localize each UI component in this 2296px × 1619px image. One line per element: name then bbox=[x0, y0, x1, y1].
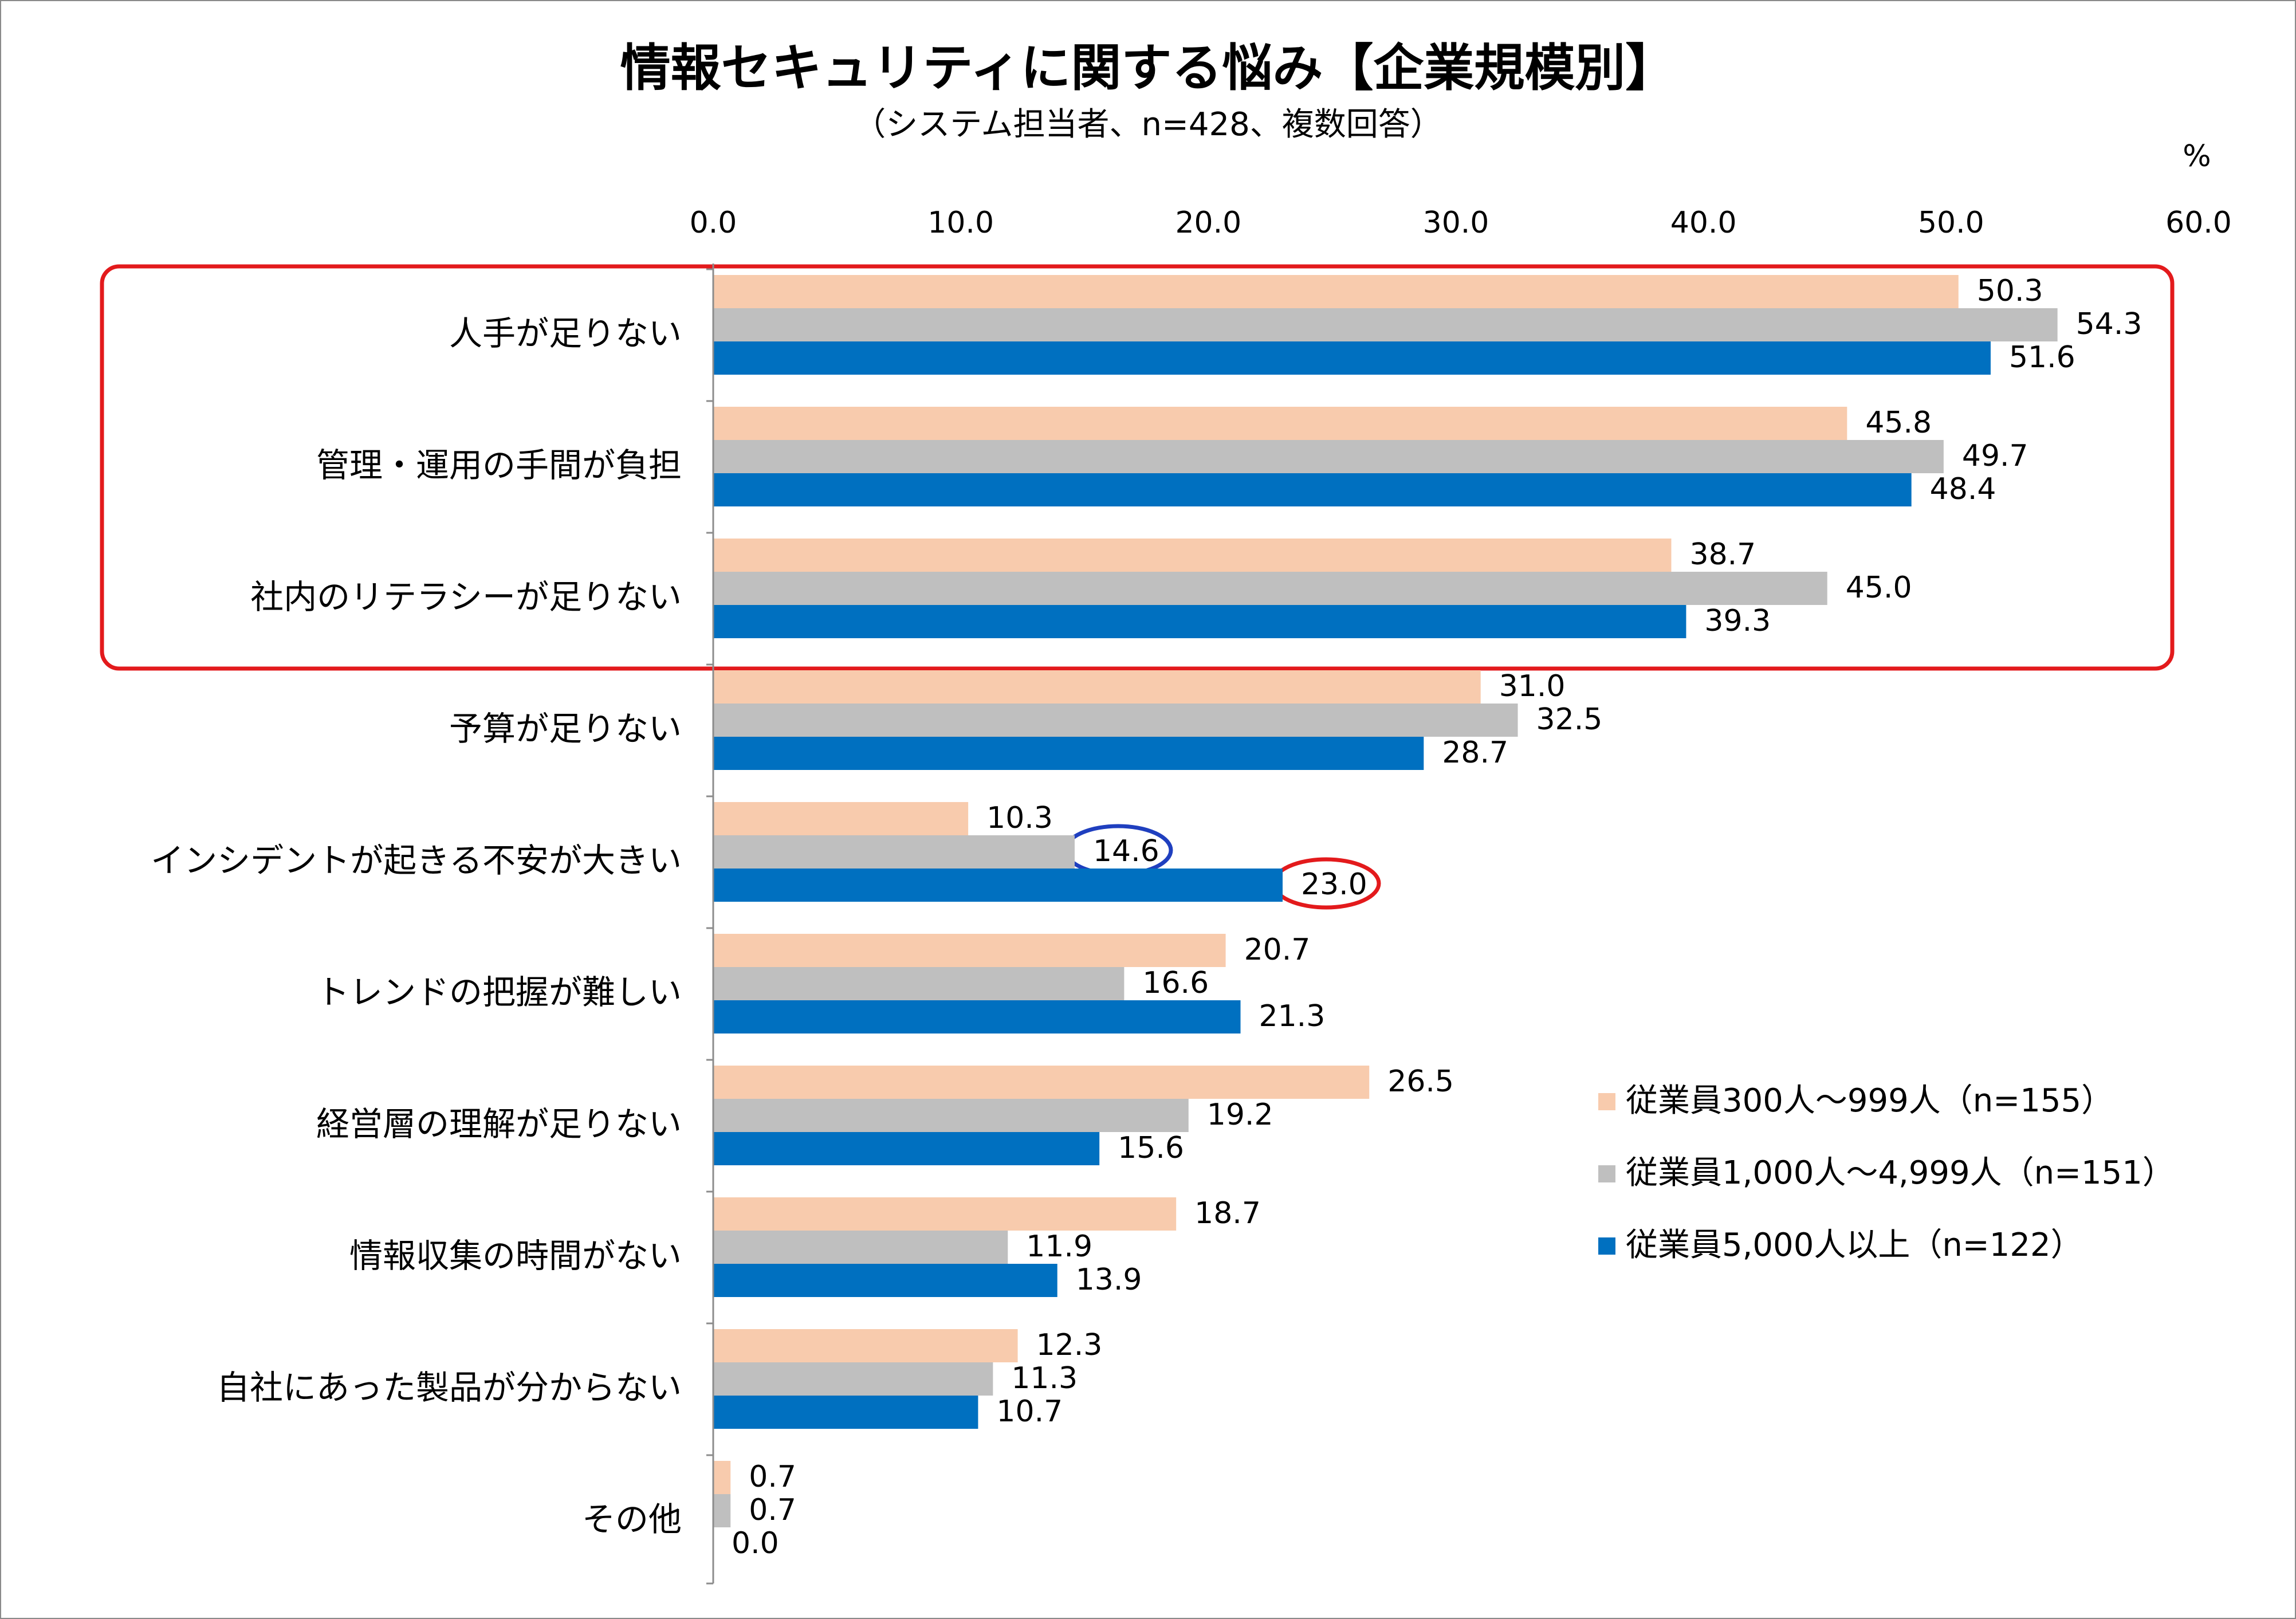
legend-swatch bbox=[1598, 1165, 1615, 1182]
data-label: 32.5 bbox=[1536, 702, 1603, 737]
data-label: 51.6 bbox=[2009, 340, 2075, 375]
x-tick-label: 50.0 bbox=[1918, 206, 1984, 240]
data-label: 14.6 bbox=[1093, 834, 1159, 869]
data-label: 31.0 bbox=[1499, 669, 1566, 704]
data-label: 50.3 bbox=[1977, 274, 2043, 308]
legend-swatch bbox=[1598, 1093, 1615, 1110]
x-tick-label: 0.0 bbox=[690, 206, 737, 240]
bar bbox=[713, 802, 969, 835]
data-label: 45.0 bbox=[1846, 571, 1912, 605]
data-label: 11.3 bbox=[1011, 1361, 1078, 1396]
bar bbox=[713, 1132, 1100, 1165]
x-tick-label: 60.0 bbox=[2165, 206, 2232, 240]
bar bbox=[713, 341, 1991, 375]
category-label: 情報収集の時間がない bbox=[349, 1236, 682, 1275]
bar bbox=[713, 1264, 1057, 1297]
bar bbox=[713, 967, 1125, 1000]
bar bbox=[713, 1362, 993, 1396]
bar bbox=[713, 934, 1226, 967]
bar bbox=[713, 308, 2058, 341]
bar bbox=[713, 1329, 1018, 1362]
bar bbox=[713, 1197, 1177, 1231]
legend-label: 従業員300人～999人（n=155） bbox=[1626, 1082, 2113, 1119]
data-label: 54.3 bbox=[2076, 307, 2142, 341]
data-label: 19.2 bbox=[1207, 1098, 1273, 1132]
bar bbox=[713, 572, 1827, 605]
data-label: 0.7 bbox=[749, 1493, 796, 1527]
data-label: 48.4 bbox=[1930, 472, 1996, 506]
data-label: 10.7 bbox=[996, 1394, 1063, 1429]
legend-label: 従業員5,000人以上（n=122） bbox=[1626, 1227, 2083, 1264]
data-label: 16.6 bbox=[1142, 966, 1209, 1000]
category-label: 管理・運用の手間が負担 bbox=[316, 446, 682, 485]
bar bbox=[713, 1396, 978, 1429]
data-label: 15.6 bbox=[1118, 1131, 1184, 1165]
bar bbox=[713, 275, 1959, 308]
category-label: 人手が足りない bbox=[449, 314, 682, 353]
bar bbox=[713, 539, 1672, 572]
data-label: 21.3 bbox=[1259, 999, 1326, 1034]
data-label: 12.3 bbox=[1036, 1328, 1103, 1362]
bar bbox=[713, 704, 1518, 737]
category-label: 社内のリテラシーが足りない bbox=[250, 577, 682, 616]
x-tick-label: 40.0 bbox=[1670, 206, 1737, 240]
data-label: 28.7 bbox=[1442, 736, 1508, 770]
data-label: 39.3 bbox=[1704, 604, 1771, 638]
bar bbox=[713, 1000, 1241, 1034]
category-label: 自社にあった製品が分からない bbox=[217, 1368, 682, 1407]
bar bbox=[713, 869, 1283, 902]
bar bbox=[713, 1099, 1189, 1132]
bar bbox=[713, 1461, 731, 1494]
bar bbox=[713, 440, 1944, 473]
data-label: 38.7 bbox=[1689, 537, 1756, 572]
category-label: 予算が足りない bbox=[449, 709, 682, 748]
bars-layer: 50.3 54.351.6 45.8 49.748.4 38.7 45.0 39.3 31.0… bbox=[713, 274, 2142, 1561]
data-label: 0.0 bbox=[732, 1526, 779, 1561]
data-label: 0.7 bbox=[749, 1460, 796, 1494]
data-label: 13.9 bbox=[1076, 1263, 1142, 1297]
bar bbox=[713, 670, 1481, 704]
bar bbox=[713, 1066, 1370, 1099]
category-label: その他 bbox=[582, 1500, 682, 1539]
bar bbox=[713, 473, 1912, 506]
data-label: 49.7 bbox=[1962, 439, 2028, 473]
data-label: 45.8 bbox=[1865, 406, 1932, 440]
bar bbox=[713, 407, 1847, 440]
x-tick-label: 30.0 bbox=[1423, 206, 1489, 240]
data-label: 11.9 bbox=[1026, 1229, 1092, 1264]
bar bbox=[713, 1231, 1008, 1264]
data-label: 18.7 bbox=[1194, 1196, 1261, 1231]
x-tick-label: 20.0 bbox=[1175, 206, 1241, 240]
bar bbox=[713, 1494, 731, 1527]
bar bbox=[713, 605, 1686, 638]
legend-label: 従業員1,000人～4,999人（n=151） bbox=[1626, 1154, 2175, 1192]
highlight-box bbox=[100, 264, 2175, 671]
chart-subtitle: （システム担当者、n=428、複数回答） bbox=[854, 106, 1442, 143]
unit-label: % bbox=[2183, 139, 2211, 174]
data-label: 10.3 bbox=[986, 801, 1053, 835]
data-label: 23.0 bbox=[1301, 867, 1367, 902]
category-label: インシデントが起きる不安が大きい bbox=[151, 841, 682, 880]
category-label: 経営層の理解が足りない bbox=[316, 1105, 682, 1143]
data-label: 26.5 bbox=[1387, 1064, 1454, 1099]
legend-swatch bbox=[1598, 1237, 1615, 1255]
legend: 従業員300人～999人（n=155） 従業員1,000人～4,999人（n=15… bbox=[1598, 1082, 2175, 1264]
bar bbox=[713, 835, 1075, 869]
x-tick-label: 10.0 bbox=[927, 206, 994, 240]
category-label: トレンドの把握が難しい bbox=[316, 973, 682, 1012]
axis-layer: 人手が足りない管理・運用の手間が負担社内のリテラシーが足りない予算が足りないイン… bbox=[151, 206, 2232, 1585]
data-label: 20.7 bbox=[1244, 933, 1311, 967]
chart-title: 情報セキュリティに関する悩み【企業規模別】 bbox=[620, 38, 1676, 97]
bar bbox=[713, 737, 1424, 770]
